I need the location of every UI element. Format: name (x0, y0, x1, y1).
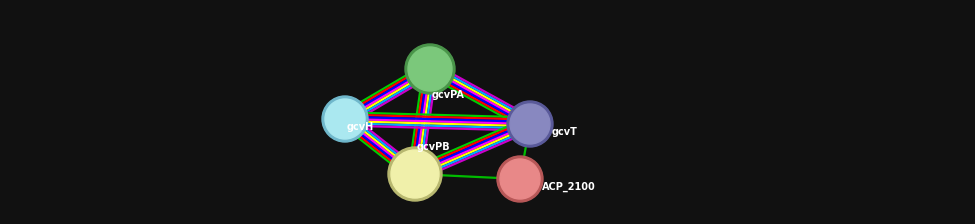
Text: ACP_2100: ACP_2100 (542, 182, 596, 192)
Circle shape (322, 96, 368, 142)
Text: gcvT: gcvT (552, 127, 578, 137)
Circle shape (510, 104, 550, 144)
Text: gcvPB: gcvPB (417, 142, 450, 152)
Circle shape (391, 150, 439, 198)
Circle shape (500, 159, 540, 199)
Circle shape (388, 147, 442, 201)
Circle shape (408, 47, 452, 91)
Text: gcvH: gcvH (347, 122, 374, 132)
Circle shape (325, 99, 365, 139)
Text: gcvPA: gcvPA (432, 90, 465, 100)
Circle shape (507, 101, 553, 147)
Circle shape (405, 44, 455, 94)
Circle shape (497, 156, 543, 202)
